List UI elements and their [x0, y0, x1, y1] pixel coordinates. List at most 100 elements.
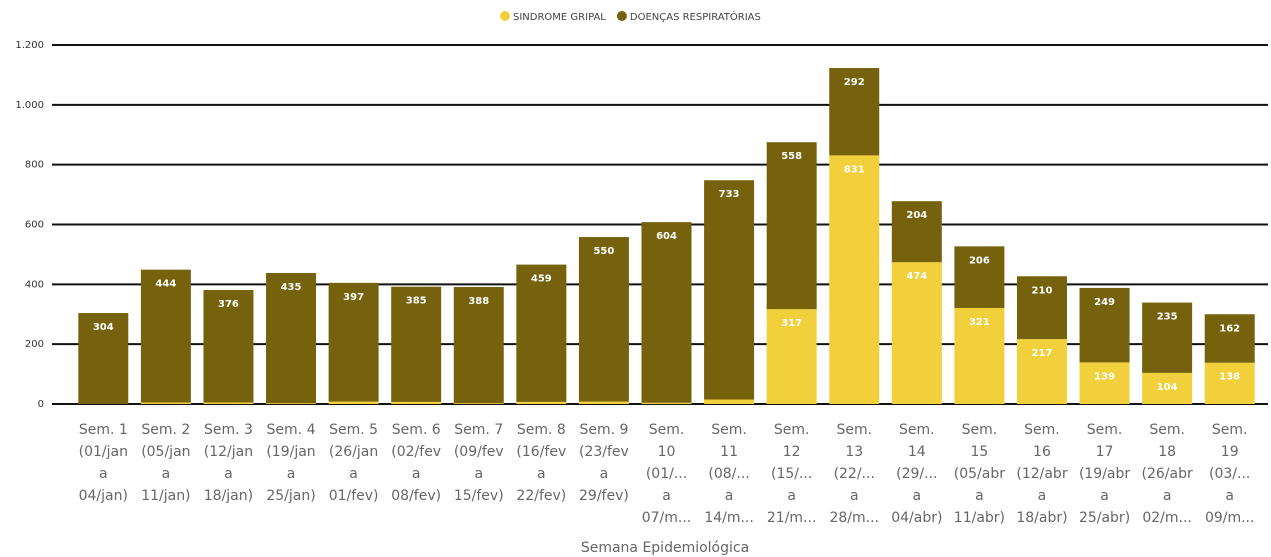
bar-segment [328, 282, 379, 402]
bar-segment [1204, 314, 1255, 363]
x-tick-label: 11 [720, 444, 738, 460]
x-tick-label: (15/... [771, 466, 812, 482]
data-label: 397 [343, 292, 364, 303]
bar-segment [578, 401, 629, 404]
x-tick-label: (01/jan [79, 444, 128, 460]
x-tick-label: (08/... [708, 466, 749, 482]
x-tick-label: Sem. [962, 422, 998, 438]
bar-segment [641, 222, 692, 403]
data-label: 459 [531, 274, 552, 285]
x-tick-label: a [725, 488, 734, 504]
x-tick-label: a [412, 466, 421, 482]
data-label: 558 [781, 151, 802, 162]
x-tick-label: 11/jan) [141, 488, 190, 504]
x-tick-label: a [975, 488, 984, 504]
bar-segment [704, 399, 755, 404]
x-tick-label: a [537, 466, 546, 482]
x-tick-label: 14/m... [704, 510, 754, 526]
data-label: 733 [719, 189, 740, 200]
x-tick-label: 18/jan) [204, 488, 253, 504]
x-tick-label: (22/... [834, 466, 875, 482]
bar-segment [766, 142, 817, 310]
x-tick-label: Sem. [649, 422, 685, 438]
x-tick-label: a [1038, 488, 1047, 504]
x-tick-label: a [600, 466, 609, 482]
x-tick-label: (05/jan [141, 444, 190, 460]
data-label: 604 [656, 231, 677, 242]
data-label: 388 [468, 296, 489, 307]
data-label: 304 [93, 322, 114, 333]
data-label: 550 [593, 246, 614, 257]
x-tick-label: (05/abr [954, 466, 1005, 482]
data-label: 217 [1032, 348, 1053, 359]
x-tick-label: a [349, 466, 358, 482]
bar-segment [140, 269, 191, 403]
bar-segment [328, 401, 379, 404]
x-tick-label: Sem. 9 [579, 422, 628, 438]
x-tick-label: 21/m... [767, 510, 817, 526]
data-label: 249 [1094, 297, 1115, 308]
x-tick-label: 18/abr) [1016, 510, 1067, 526]
x-tick-label: (26/jan [329, 444, 378, 460]
x-tick-label: 29/fev) [579, 488, 629, 504]
x-tick-label: (23/fev [579, 444, 629, 460]
x-tick-label: Sem. 7 [454, 422, 503, 438]
x-tick-label: Sem. [711, 422, 747, 438]
x-tick-label: 15 [970, 444, 988, 460]
data-label: 317 [781, 318, 802, 329]
x-tick-label: Sem. [1024, 422, 1060, 438]
bar-segment [891, 262, 942, 404]
bar-segment [578, 237, 629, 402]
x-tick-label: 16 [1033, 444, 1051, 460]
x-tick-label: 04/abr) [891, 510, 942, 526]
legend-label: SINDROME GRIPAL [513, 12, 606, 23]
x-tick-label: a [224, 466, 233, 482]
x-tick-label: 10 [658, 444, 676, 460]
data-label: 292 [844, 77, 865, 88]
x-tick-label: (19/jan [266, 444, 315, 460]
x-tick-label: 01/fev) [329, 488, 379, 504]
x-tick-label: 09/m... [1205, 510, 1255, 526]
bar-segment [766, 309, 817, 404]
y-tick-label: 200 [25, 339, 44, 350]
data-label: 435 [281, 282, 302, 293]
x-tick-label: 18 [1158, 444, 1176, 460]
bar-segment [1079, 287, 1130, 363]
x-tick-label: a [1100, 488, 1109, 504]
x-tick-label: 12 [783, 444, 801, 460]
x-tick-label: Sem. [1149, 422, 1185, 438]
x-tick-label: a [287, 466, 296, 482]
x-tick-label: a [913, 488, 922, 504]
bar-segment [1142, 302, 1193, 373]
x-tick-label: a [1163, 488, 1172, 504]
data-label: 210 [1032, 285, 1053, 296]
bar-segment [891, 201, 942, 263]
x-tick-label: (12/jan [204, 444, 253, 460]
x-tick-label: (16/fev [516, 444, 566, 460]
data-label: 204 [906, 210, 927, 221]
y-tick-label: 1.200 [15, 40, 44, 51]
x-tick-label: 11/abr) [954, 510, 1005, 526]
data-label: 138 [1219, 372, 1240, 383]
y-tick-label: 1.000 [15, 100, 44, 111]
data-label: 474 [906, 271, 927, 282]
bar-segment [391, 286, 442, 402]
bar-segment [641, 402, 692, 404]
x-tick-label: 08/fev) [391, 488, 441, 504]
x-tick-label: Sem. 4 [267, 422, 316, 438]
bar-segment [829, 68, 880, 156]
x-tick-label: a [850, 488, 859, 504]
x-tick-label: Sem. 3 [204, 422, 253, 438]
x-tick-label: (26/abr [1142, 466, 1193, 482]
bar-segment [1204, 362, 1255, 404]
x-tick-label: (03/... [1209, 466, 1250, 482]
bar-segment [203, 402, 254, 404]
bar-segment [453, 403, 504, 404]
x-tick-label: 15/fev) [454, 488, 504, 504]
bar-segment [954, 307, 1005, 404]
y-tick-label: 600 [25, 220, 44, 231]
y-tick-label: 400 [25, 279, 44, 290]
data-label: 139 [1094, 371, 1115, 382]
x-tick-label: 22/fev) [516, 488, 566, 504]
x-tick-label: 28/m... [829, 510, 879, 526]
